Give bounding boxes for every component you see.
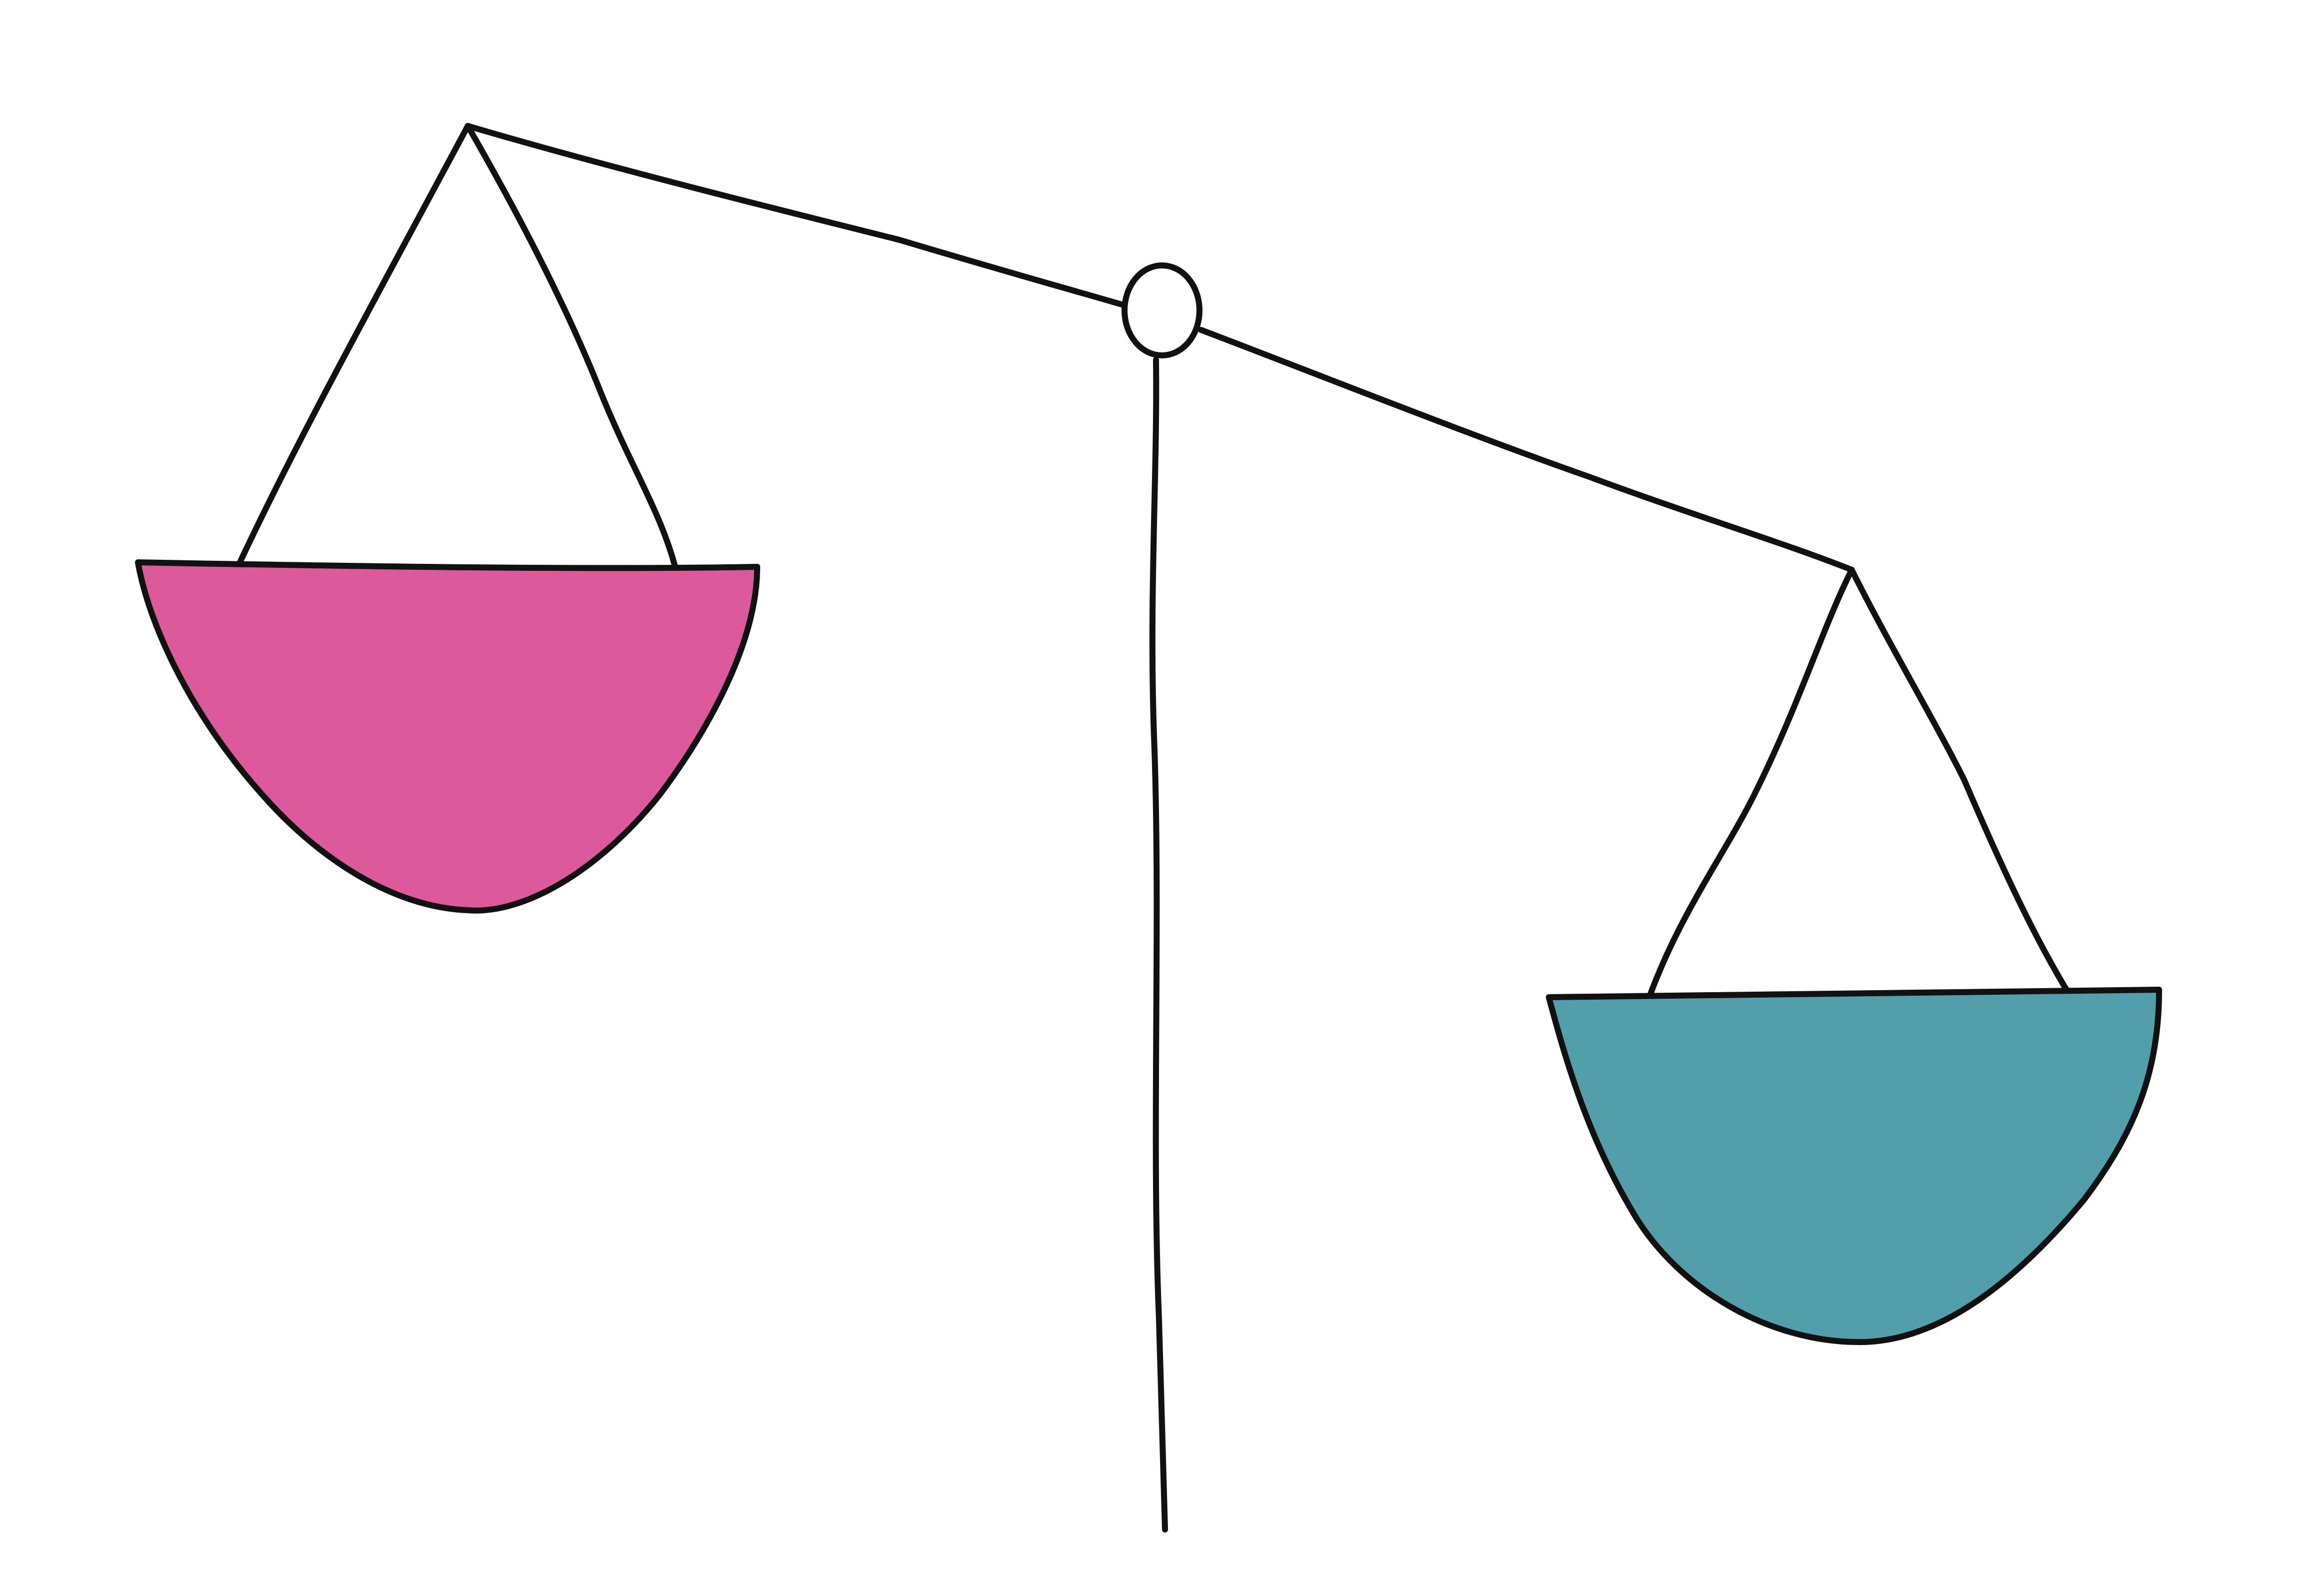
right-pan — [1546, 987, 2162, 1345]
beam-left — [465, 123, 1125, 307]
left-pan — [135, 559, 760, 914]
beam-right — [1198, 327, 1855, 573]
left-strings — [237, 123, 678, 568]
right-strings — [1646, 567, 2072, 1000]
stand — [1149, 357, 1168, 1533]
pivot — [1122, 262, 1202, 358]
